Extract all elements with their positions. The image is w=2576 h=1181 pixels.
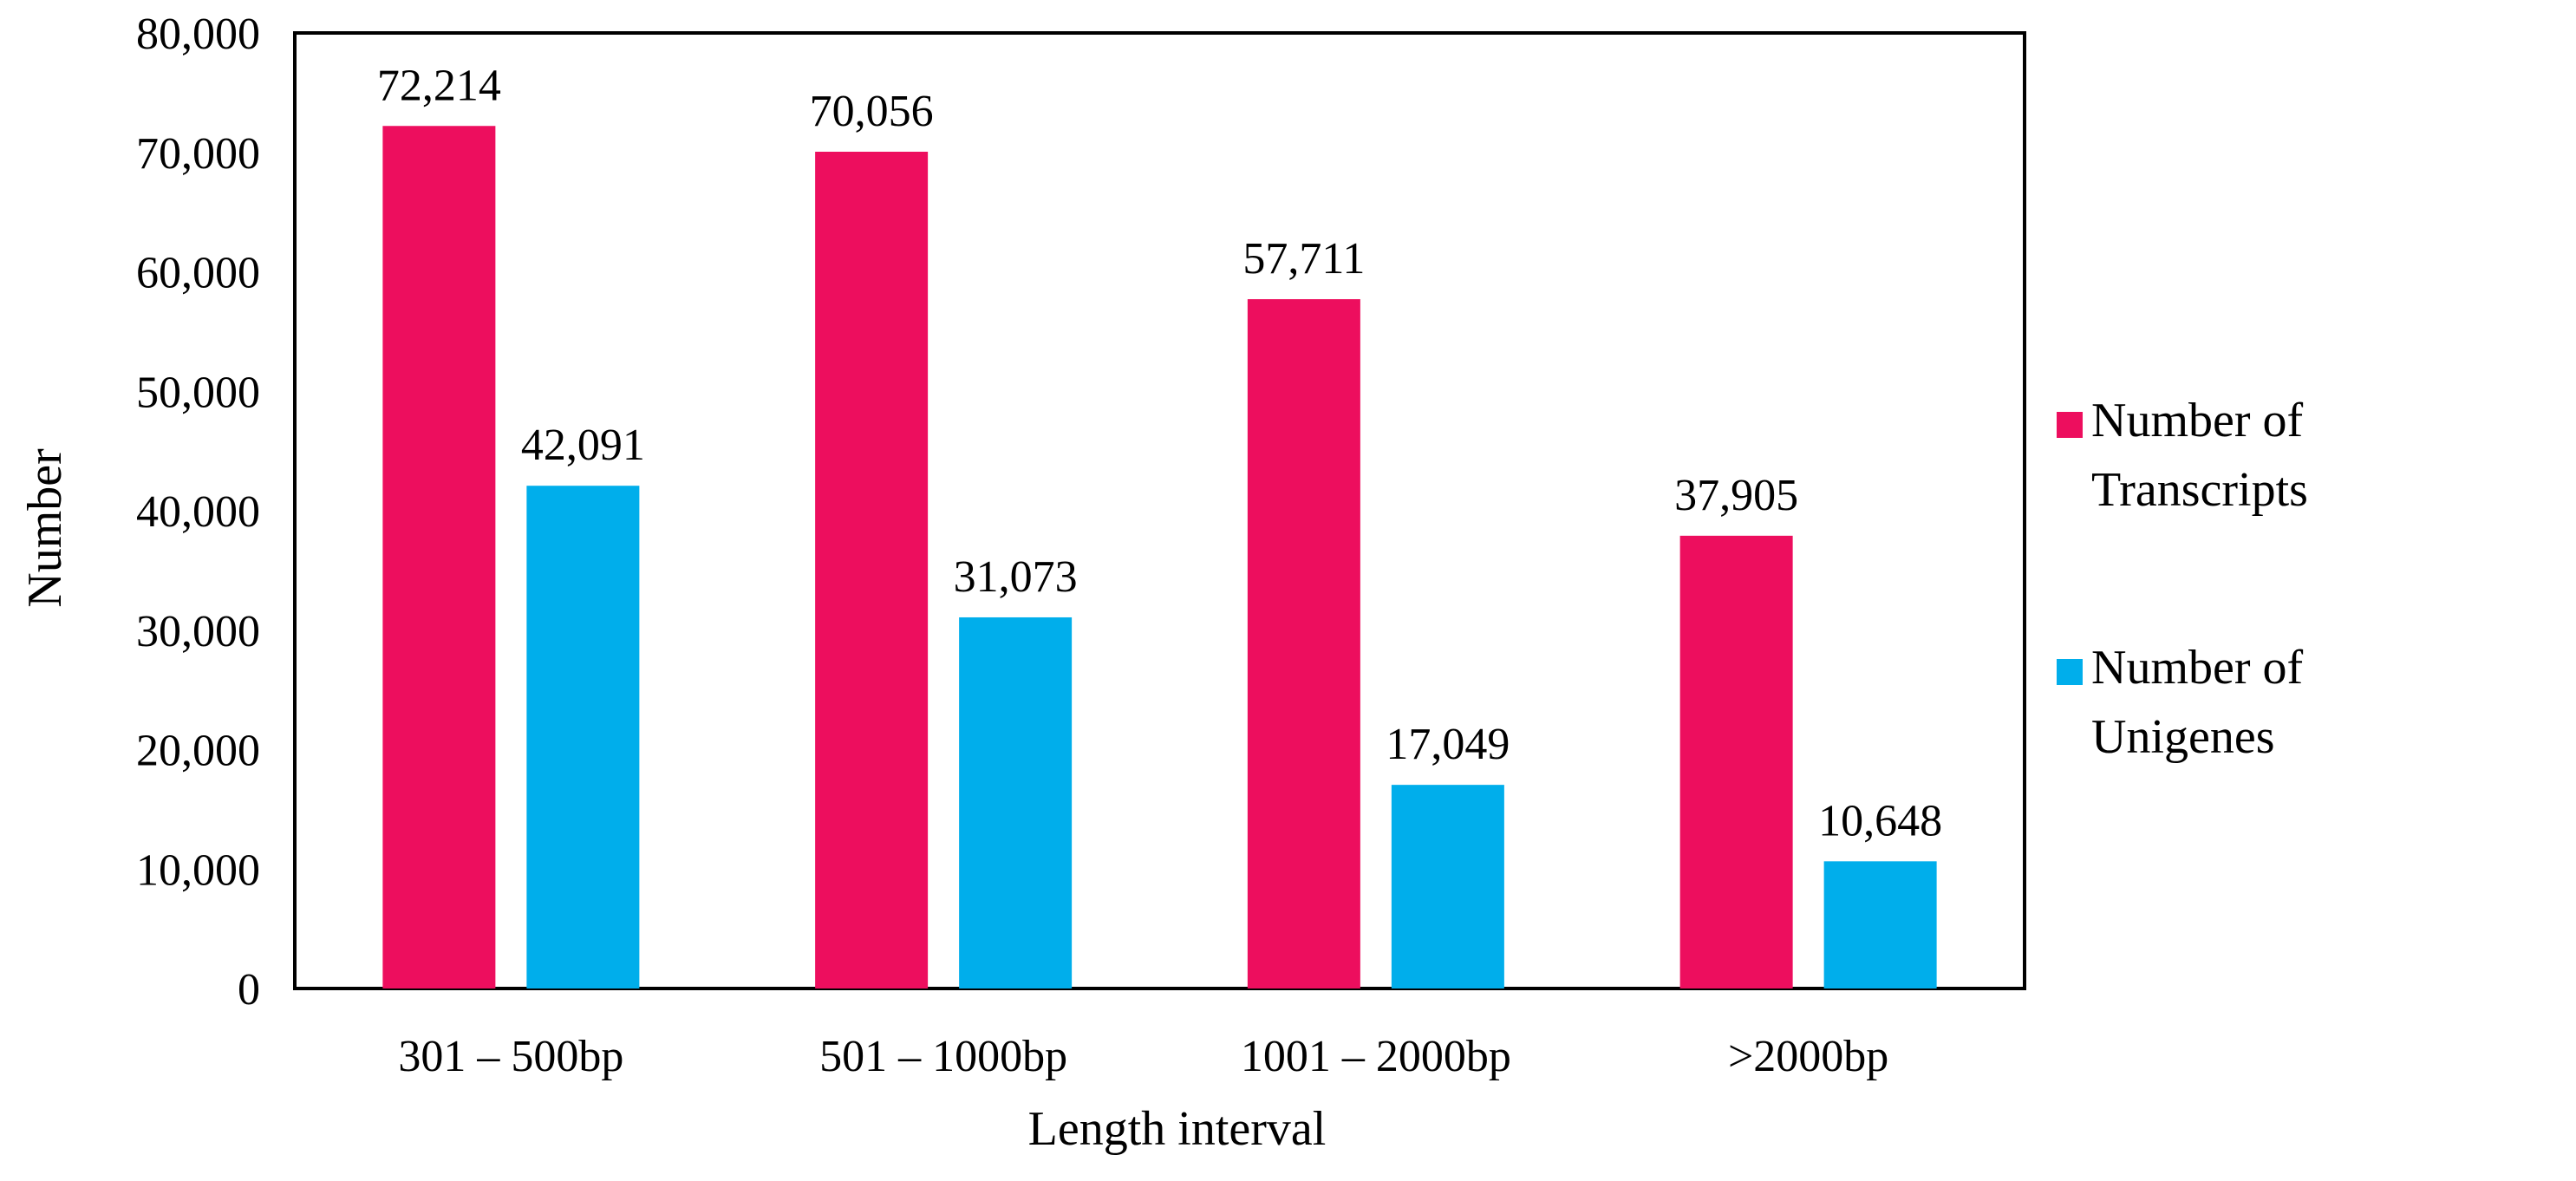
legend-swatch-transcripts: [2057, 412, 2083, 438]
y-tick-label: 20,000: [136, 727, 260, 776]
y-tick-label: 40,000: [136, 487, 260, 537]
x-axis-title: Length interval: [1028, 1102, 1327, 1156]
bar-unigenes: [1391, 785, 1504, 989]
y-tick-label: 30,000: [136, 607, 260, 656]
bar-unigenes: [959, 617, 1073, 989]
legend-label: Transcripts: [2091, 463, 2308, 517]
data-label: 70,056: [810, 87, 934, 136]
x-tick-label: >2000bp: [1728, 1032, 1888, 1081]
plot-frame: [293, 31, 2026, 990]
data-label: 17,049: [1386, 720, 1510, 769]
legend-label: Unigenes: [2091, 710, 2275, 764]
y-tick-label: 70,000: [136, 129, 260, 179]
data-label: 10,648: [1818, 796, 1942, 845]
x-tick-label: 1001 – 2000bp: [1241, 1032, 1511, 1081]
data-label: 37,905: [1674, 471, 1798, 520]
y-axis-title: Number: [18, 448, 72, 608]
legend: Number of Transcripts Number of Unigenes: [2057, 394, 2308, 764]
y-tick-label: 10,000: [136, 845, 260, 895]
bar-transcripts: [815, 151, 929, 989]
bar-transcripts: [1679, 535, 1793, 989]
bar-unigenes: [1823, 861, 1937, 989]
y-tick-label: 60,000: [136, 249, 260, 298]
y-tick-label: 0: [238, 965, 260, 1015]
bar-unigenes: [526, 486, 640, 989]
legend-label: Number of: [2091, 394, 2304, 447]
x-tick-label: 301 – 500bp: [398, 1032, 623, 1081]
y-tick-label: 50,000: [136, 368, 260, 417]
data-label: 57,711: [1242, 234, 1365, 284]
y-tick-label: 80,000: [136, 10, 260, 59]
legend-label: Number of: [2091, 641, 2304, 695]
data-label: 31,073: [954, 552, 1078, 602]
data-label: 42,091: [521, 421, 645, 470]
x-tick-label: 501 – 1000bp: [819, 1032, 1067, 1081]
bar-transcripts: [1247, 299, 1360, 989]
bar-transcripts: [382, 126, 496, 989]
data-label: 72,214: [377, 61, 501, 110]
plot-area: 0 10,000 20,000 30,000 40,000 50,000 60,000 70,…: [18, 10, 2026, 1156]
legend-swatch-unigenes: [2057, 659, 2083, 685]
